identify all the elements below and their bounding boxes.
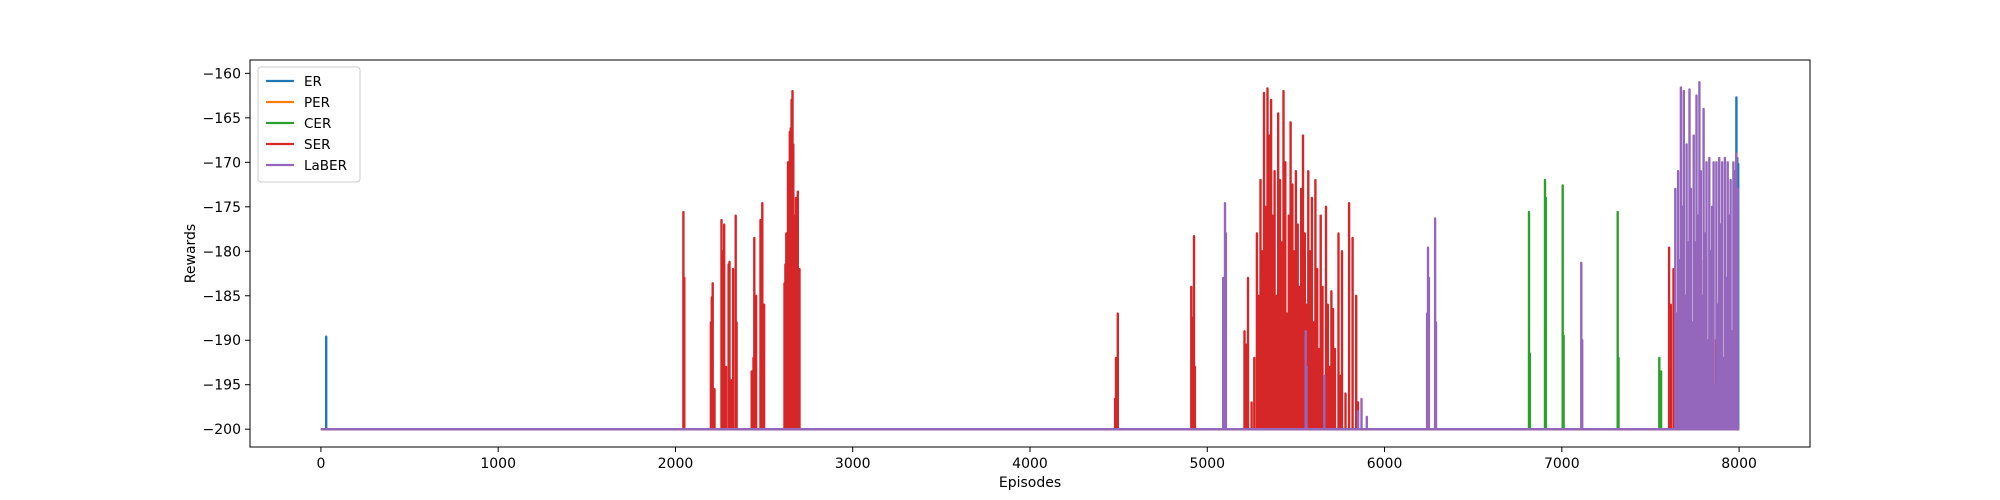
- series-line-ser: [320, 87, 1740, 431]
- legend-item-laber: LaBER: [266, 158, 347, 174]
- x-tick-label: 7000: [1544, 456, 1580, 472]
- series-ser: [320, 87, 1740, 431]
- x-tick-label: 0: [316, 456, 325, 472]
- x-tick-label: 2000: [658, 456, 694, 472]
- y-tick-label: −170: [203, 155, 241, 171]
- y-axis: −200 −195 −190 −185 −180 −175 −170 −165 −160: [203, 66, 250, 438]
- legend-box: [257, 66, 361, 183]
- legend-label: PER: [304, 95, 330, 111]
- x-tick-label: 4000: [1012, 456, 1048, 472]
- y-tick-label: −195: [203, 378, 241, 394]
- y-tick-label: −200: [203, 422, 241, 438]
- x-axis-label: Episodes: [999, 475, 1061, 491]
- legend-label: LaBER: [304, 158, 347, 174]
- y-tick-label: −175: [203, 200, 241, 216]
- legend-label: CER: [304, 116, 331, 132]
- x-tick-label: 8000: [1721, 456, 1757, 472]
- legend-item-per: PER: [266, 95, 330, 111]
- y-tick-label: −190: [203, 333, 241, 349]
- legend-item-cer: CER: [266, 116, 331, 132]
- legend-label: ER: [304, 74, 322, 90]
- legend-item-ser: SER: [266, 137, 330, 153]
- series-line-laber: [320, 81, 1740, 431]
- legend-label: SER: [304, 137, 330, 153]
- series-laber: [320, 81, 1740, 431]
- legend-item-er: ER: [266, 74, 322, 90]
- y-tick-label: −180: [203, 244, 241, 260]
- series-layer: [320, 81, 1740, 431]
- series-cer: [320, 178, 1740, 431]
- x-tick-label: 5000: [1189, 456, 1225, 472]
- x-tick-label: 3000: [835, 456, 871, 472]
- x-tick-label: 1000: [480, 456, 516, 472]
- y-tick-label: −160: [203, 66, 241, 82]
- x-tick-label: 6000: [1367, 456, 1403, 472]
- legend: ER PER CER SER LaBER: [257, 66, 361, 183]
- y-tick-label: −185: [203, 289, 241, 305]
- y-tick-label: −165: [203, 111, 241, 127]
- x-axis: 0 1000 2000 3000 4000 5000 6000 7000 8000: [316, 447, 1757, 472]
- series-line-cer: [320, 178, 1740, 431]
- y-axis-label: Rewards: [183, 224, 199, 283]
